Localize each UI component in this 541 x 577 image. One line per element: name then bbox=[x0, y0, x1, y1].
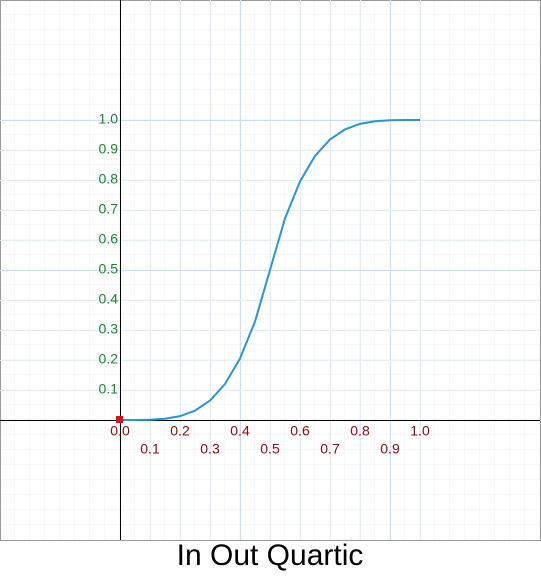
y-tick-label: 0.9 bbox=[99, 141, 119, 157]
x-tick-label: 0.3 bbox=[200, 441, 220, 457]
y-tick-label: 0.5 bbox=[99, 261, 119, 277]
y-tick-label: 0.4 bbox=[99, 291, 119, 307]
x-tick-label: 0.5 bbox=[260, 441, 280, 457]
x-tick-label: 0.9 bbox=[380, 441, 400, 457]
origin-marker bbox=[116, 416, 123, 423]
x-tick-label: 0.6 bbox=[290, 423, 310, 439]
x-tick-label: 0.0 bbox=[110, 423, 130, 439]
y-tick-label: 0.8 bbox=[99, 171, 119, 187]
x-tick-label: 0.7 bbox=[320, 441, 340, 457]
x-tick-label: 0.2 bbox=[170, 423, 190, 439]
y-tick-label: 0.3 bbox=[99, 321, 119, 337]
x-tick-label: 0.4 bbox=[230, 423, 250, 439]
x-tick-label: 1.0 bbox=[410, 423, 430, 439]
y-tick-label: 0.7 bbox=[99, 201, 119, 217]
y-tick-label: 1.0 bbox=[99, 111, 119, 127]
x-tick-label: 0.8 bbox=[350, 423, 370, 439]
chart-title: In Out Quartic bbox=[177, 539, 364, 572]
x-tick-label: 0.1 bbox=[140, 441, 160, 457]
y-tick-label: 0.1 bbox=[99, 381, 119, 397]
y-tick-label: 0.2 bbox=[99, 351, 119, 367]
y-tick-label: 0.6 bbox=[99, 231, 119, 247]
curve bbox=[119, 119, 421, 421]
